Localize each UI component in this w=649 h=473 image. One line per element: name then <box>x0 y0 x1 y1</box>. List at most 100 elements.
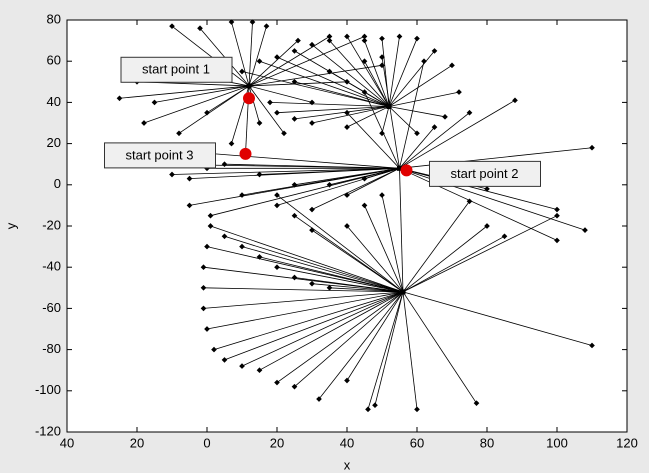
edge <box>203 287 404 293</box>
y-tick-label: 60 <box>47 53 61 68</box>
edge <box>248 85 313 103</box>
edge <box>241 167 400 196</box>
node-marker <box>228 140 235 147</box>
edge <box>399 112 470 169</box>
edge <box>213 291 404 350</box>
edge <box>329 71 390 107</box>
edge <box>206 85 250 114</box>
node-marker <box>582 227 588 233</box>
edge <box>259 256 404 293</box>
edge <box>269 102 390 107</box>
node-marker <box>589 144 595 151</box>
edge <box>402 291 593 346</box>
x-tick-label: 80 <box>480 435 494 450</box>
edge <box>311 167 400 210</box>
edge <box>346 112 400 169</box>
x-tick-label: 100 <box>546 435 568 450</box>
node-marker <box>456 89 462 95</box>
edge <box>329 287 404 293</box>
node-marker <box>207 212 214 219</box>
edge <box>224 235 404 293</box>
node-marker <box>141 120 147 126</box>
edge <box>364 91 400 169</box>
edge <box>364 40 390 107</box>
node-marker <box>309 120 315 126</box>
node-marker <box>466 109 473 116</box>
node-marker <box>326 284 333 291</box>
edge <box>248 64 383 87</box>
hub-marker <box>246 83 252 89</box>
edge <box>364 205 404 293</box>
node-marker <box>197 25 203 32</box>
edge <box>248 81 348 87</box>
node-marker <box>207 223 214 229</box>
edge <box>206 291 404 330</box>
edge <box>171 167 400 175</box>
node-marker <box>365 406 371 413</box>
y-tick-label: 0 <box>54 176 61 191</box>
node-marker <box>431 124 438 130</box>
edge <box>388 91 460 107</box>
edge <box>388 106 418 134</box>
y-tick-label: -40 <box>42 259 61 274</box>
node-marker <box>200 264 207 271</box>
node-marker <box>169 23 175 30</box>
edge <box>210 167 400 217</box>
edge <box>402 201 470 293</box>
node-marker <box>169 171 175 178</box>
edge <box>399 167 558 210</box>
edge <box>231 21 250 87</box>
edge <box>248 85 260 124</box>
node-marker <box>316 396 322 402</box>
node-marker <box>239 192 245 198</box>
edge <box>311 106 390 124</box>
annotation-box <box>104 142 216 169</box>
start-point <box>239 147 252 160</box>
edge <box>276 266 404 293</box>
y-tick-label: 20 <box>47 135 61 150</box>
edge <box>276 194 404 293</box>
edge <box>346 225 404 293</box>
edge <box>388 106 446 118</box>
hub-marker <box>386 104 392 110</box>
node-marker <box>151 99 158 106</box>
node-marker <box>239 363 245 369</box>
edge <box>241 71 390 107</box>
hub-marker <box>400 289 406 295</box>
node-marker <box>228 19 235 25</box>
node-marker <box>239 68 245 75</box>
edge <box>294 291 404 387</box>
edge <box>381 57 400 169</box>
node-marker <box>186 175 193 182</box>
edge <box>388 36 400 107</box>
node-marker <box>414 406 420 413</box>
node-marker <box>263 23 270 30</box>
edge <box>143 85 250 124</box>
edge <box>294 277 404 293</box>
edge <box>171 25 250 87</box>
y-tick-label: 80 <box>47 11 61 26</box>
edge <box>276 167 400 206</box>
edge <box>399 61 425 169</box>
node-marker <box>239 243 245 250</box>
y-tick-label: -80 <box>42 341 61 356</box>
edge <box>388 38 418 107</box>
node-marker <box>372 402 378 409</box>
node-marker <box>379 192 385 198</box>
edge <box>311 44 390 107</box>
node-marker <box>473 400 480 406</box>
annotation-text: start point 3 <box>126 147 194 162</box>
y-tick-label: -60 <box>42 300 61 315</box>
edge <box>399 168 404 292</box>
node-marker <box>554 206 560 213</box>
node-marker <box>200 305 207 312</box>
edge <box>248 85 285 134</box>
x-tick-label: 120 <box>616 435 638 450</box>
edge <box>402 235 505 293</box>
node-marker <box>344 377 350 384</box>
node-marker <box>309 280 315 287</box>
edge <box>388 50 435 107</box>
node-marker <box>256 120 263 126</box>
edge <box>399 99 516 169</box>
x-tick-label: 20 <box>130 435 144 450</box>
